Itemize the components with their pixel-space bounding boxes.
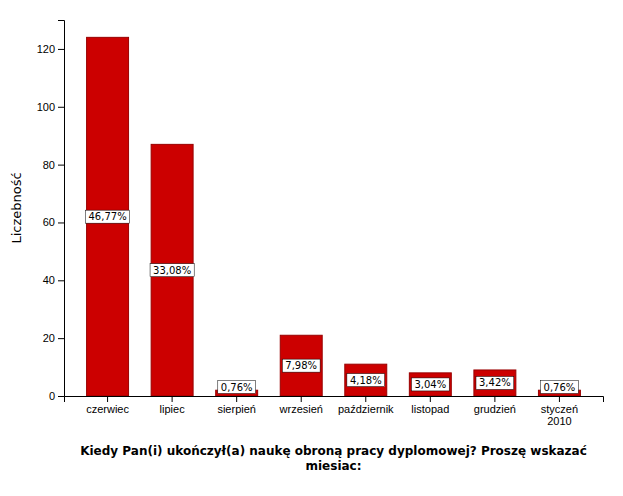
annotations: 46,77% 33,08% 0,76% 7,98% 4,18% 3,04% 3,42% 0,7… — [86, 210, 579, 393]
x-tick: lipiec — [160, 396, 186, 415]
x-axis-title-line: miesiac: — [305, 459, 361, 473]
x-tick-label-line: lipiec — [160, 403, 186, 415]
y-tick-label: 80 — [43, 159, 55, 171]
x-tick-mark — [559, 396, 560, 402]
annotation-box — [150, 264, 194, 277]
y-tick-label: 120 — [37, 43, 55, 55]
y-axis-line — [58, 21, 65, 397]
annotation: 46,77% — [86, 210, 130, 223]
x-axis-title-line: Kiedy Pan(i) ukończył(a) naukę obroną pr… — [80, 444, 587, 458]
x-tick-label-line: styczeń — [541, 403, 578, 415]
y-tick-mark — [58, 165, 64, 166]
x-tick-mark — [301, 396, 302, 402]
y-tick: 60 — [43, 216, 64, 228]
y-tick: 100 — [37, 101, 64, 113]
x-tick-label-line: wrzesień — [279, 403, 323, 415]
plot: czerwiec lipiec sierpień wrzesień październi… — [37, 21, 604, 428]
annotation-label: 46,77% — [89, 211, 127, 222]
x-tick: sierpień — [217, 396, 256, 415]
y-tick-mark — [58, 396, 64, 397]
y-tick: 20 — [43, 332, 64, 344]
bar — [280, 335, 322, 396]
annotation-box — [411, 378, 449, 391]
annotation-label: 33,08% — [153, 265, 191, 276]
annotation: 0,76% — [541, 381, 579, 394]
x-axis: czerwiec lipiec sierpień wrzesień październi… — [65, 396, 604, 427]
y-tick-mark — [58, 49, 64, 50]
annotation-box — [476, 376, 514, 389]
x-tick: czerwiec — [86, 396, 129, 415]
annotation-label: 7,98% — [285, 360, 317, 371]
annotation: 0,76% — [218, 381, 256, 394]
x-tick-mark — [172, 396, 173, 402]
y-tick-label: 100 — [37, 101, 55, 113]
x-tick-mark — [107, 396, 108, 402]
y-tick-mark — [58, 107, 64, 108]
y-tick-label: 0 — [49, 390, 55, 402]
bars — [87, 37, 581, 396]
annotation-box — [541, 381, 579, 394]
annotation: 3,42% — [476, 376, 514, 389]
annotation-box — [218, 381, 256, 394]
x-tick-label-line: październik — [338, 403, 394, 415]
y-tick: 80 — [43, 159, 64, 171]
annotation-label: 3,42% — [479, 377, 511, 388]
bar — [474, 370, 516, 396]
annotation-label: 0,76% — [544, 382, 576, 393]
y-tick: 120 — [37, 43, 64, 55]
y-tick-label: 20 — [43, 332, 55, 344]
y-tick: 0 — [49, 390, 64, 402]
x-tick-label-line: czerwiec — [86, 403, 129, 415]
x-tick-label: styczeń2010 — [541, 403, 578, 428]
y-tick-mark — [58, 338, 64, 339]
x-tick-mark — [365, 396, 366, 402]
x-tick: listopad — [411, 396, 449, 415]
x-tick-label: grudzień — [474, 403, 516, 415]
x-tick-label: październik — [338, 403, 394, 415]
x-tick-label: listopad — [411, 403, 449, 415]
annotation-label: 4,18% — [350, 375, 382, 386]
x-tick: grudzień — [474, 396, 516, 415]
x-tick-label: sierpień — [217, 403, 256, 415]
bar — [87, 37, 129, 396]
y-tick-mark — [58, 280, 64, 281]
x-tick-mark — [430, 396, 431, 402]
annotation-box — [86, 210, 130, 223]
annotation-label: 3,04% — [414, 379, 446, 390]
annotation-box — [347, 374, 385, 387]
y-axis: 0 20 40 60 80 100 120 — [37, 21, 65, 403]
bar — [151, 144, 193, 396]
x-tick-mark — [494, 396, 495, 402]
x-tick-label: czerwiec — [86, 403, 129, 415]
x-tick-label-line: sierpień — [217, 403, 256, 415]
bar — [345, 364, 387, 396]
x-tick: wrzesień — [279, 396, 323, 415]
x-tick-mark — [236, 396, 237, 402]
x-axis-line — [65, 397, 604, 403]
annotation-box — [282, 359, 320, 372]
y-axis-title: Liczebność — [9, 172, 24, 243]
x-tick-label-line: 2010 — [547, 415, 571, 427]
chart: czerwiec lipiec sierpień wrzesień październi… — [0, 0, 623, 496]
bar — [409, 373, 451, 396]
y-tick-label: 40 — [43, 274, 55, 286]
x-axis-title: Kiedy Pan(i) ukończył(a) naukę obroną pr… — [80, 444, 587, 473]
x-tick: styczeń2010 — [541, 396, 578, 427]
x-tick-label-line: grudzień — [474, 403, 516, 415]
annotation: 4,18% — [347, 374, 385, 387]
x-tick-label-line: listopad — [411, 403, 449, 415]
y-tick-mark — [58, 222, 64, 223]
annotation: 7,98% — [282, 359, 320, 372]
y-tick-label: 60 — [43, 216, 55, 228]
y-tick: 40 — [43, 274, 64, 286]
annotation-label: 0,76% — [221, 382, 253, 393]
x-tick-label: wrzesień — [279, 403, 323, 415]
x-tick-label: lipiec — [160, 403, 186, 415]
annotation: 3,04% — [411, 378, 449, 391]
annotation: 33,08% — [150, 264, 194, 277]
x-tick: październik — [338, 396, 394, 415]
